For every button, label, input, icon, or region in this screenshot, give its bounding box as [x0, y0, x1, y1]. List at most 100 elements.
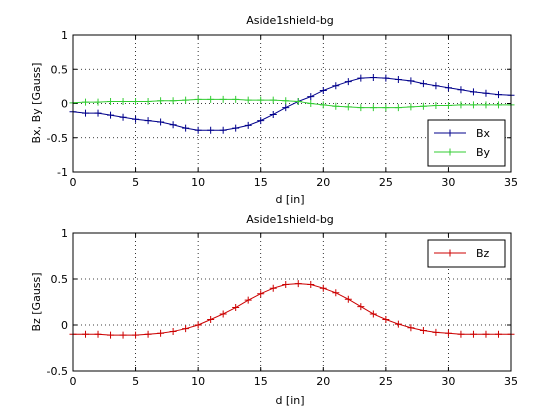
data-point-marker: [394, 76, 402, 84]
data-point-marker: [257, 117, 265, 125]
data-point-marker: [457, 101, 465, 109]
data-point-marker: [294, 97, 302, 105]
data-point-marker: [494, 101, 502, 109]
data-point-marker: [194, 321, 202, 329]
y-axis-label: Bx, By [Gauss]: [30, 63, 43, 144]
data-point-marker: [244, 121, 252, 129]
data-point-marker: [444, 329, 452, 337]
data-point-marker: [282, 281, 290, 289]
x-axis-label: d [in]: [275, 193, 304, 206]
data-point-marker: [294, 280, 302, 288]
data-point-marker: [107, 97, 115, 105]
subplot-bx-by: Aside1shield-bg d [in] Bx, By [Gauss] 0 5…: [30, 14, 518, 206]
data-point-marker: [444, 102, 452, 110]
x-tick-label: 35: [504, 375, 518, 388]
data-point-marker: [132, 115, 140, 123]
subplot-bz: Aside1shield-bg d [in] Bz [Gauss] 0 5 10 15…: [30, 213, 518, 407]
data-point-marker: [307, 281, 315, 289]
x-tick-label: 30: [441, 375, 455, 388]
data-point-marker: [357, 104, 365, 112]
data-point-marker: [244, 296, 252, 304]
data-point-marker: [344, 78, 352, 86]
data-point-marker: [219, 310, 227, 318]
plot-title: Aside1shield-bg: [246, 213, 334, 226]
legend: Bx By: [427, 119, 506, 167]
data-point-marker: [382, 74, 390, 82]
data-point-marker: [144, 117, 152, 125]
data-point-marker: [332, 289, 340, 297]
data-point-marker: [344, 295, 352, 303]
data-point-marker: [307, 100, 315, 107]
x-axis-label: d [in]: [275, 394, 304, 407]
legend-label: By: [476, 146, 491, 159]
data-point-marker: [157, 329, 165, 337]
data-point-marker: [232, 304, 240, 312]
y-tick-label: -0.5: [47, 365, 68, 378]
data-point-marker: [444, 84, 452, 92]
data-point-marker: [219, 95, 227, 103]
data-point-marker: [282, 104, 290, 112]
data-point-marker: [182, 325, 190, 333]
data-point-marker: [419, 102, 427, 110]
data-point-marker: [219, 126, 227, 134]
y-tick-label: 1: [61, 227, 68, 240]
legend-box: [427, 119, 506, 167]
data-point-marker: [457, 330, 465, 338]
y-tick-label: -1: [57, 166, 68, 179]
data-point-marker: [257, 96, 265, 104]
x-tick-label: 20: [316, 375, 330, 388]
data-point-marker: [194, 95, 202, 103]
data-point-marker: [432, 82, 440, 90]
data-point-marker: [319, 284, 327, 292]
data-point-marker: [132, 97, 140, 105]
data-point-marker: [132, 331, 140, 339]
data-point-marker: [244, 96, 252, 104]
data-point-marker: [469, 88, 477, 96]
data-point-marker: [469, 330, 477, 338]
data-point-marker: [94, 330, 102, 338]
legend: Bz: [427, 239, 506, 268]
data-point-marker: [344, 103, 352, 111]
data-point-marker: [107, 111, 115, 119]
data-point-marker: [382, 104, 390, 112]
data-point-marker: [169, 121, 177, 129]
data-point-marker: [319, 101, 327, 109]
axes-frame: [72, 34, 512, 173]
x-tick-label: 0: [70, 375, 77, 388]
x-tick-label: 10: [191, 375, 205, 388]
data-point-marker: [407, 324, 415, 332]
data-point-marker: [207, 315, 215, 323]
data-point-marker: [182, 96, 190, 104]
data-point-marker: [144, 97, 152, 105]
data-point-marker: [269, 110, 277, 118]
data-point-marker: [332, 82, 340, 90]
x-tick-label: 0: [70, 176, 77, 189]
data-point-marker: [307, 93, 315, 101]
data-point-marker: [194, 126, 202, 134]
data-point-marker: [82, 98, 90, 106]
data-point-marker: [494, 330, 502, 338]
data-point-marker: [119, 97, 127, 105]
data-point-marker: [432, 102, 440, 110]
data-point-marker: [269, 96, 277, 104]
data-point-marker: [157, 118, 165, 126]
data-point-marker: [119, 113, 127, 121]
data-point-marker: [207, 126, 215, 134]
x-tick-label: 5: [132, 375, 139, 388]
data-point-marker: [182, 124, 190, 132]
legend-marker: [446, 129, 454, 137]
legend-label: Bz: [476, 247, 490, 260]
y-tick-label: 0.5: [51, 273, 69, 286]
data-point-marker: [394, 104, 402, 112]
data-point-marker: [369, 310, 377, 318]
data-point-marker: [332, 102, 340, 110]
y-tick-label: 0: [61, 319, 68, 332]
data-point-marker: [269, 284, 277, 292]
data-point-marker: [169, 327, 177, 335]
data-point-marker: [419, 327, 427, 335]
data-point-marker: [357, 303, 365, 311]
data-point-marker: [407, 77, 415, 85]
data-point-marker: [432, 328, 440, 336]
x-tick-label: 10: [191, 176, 205, 189]
